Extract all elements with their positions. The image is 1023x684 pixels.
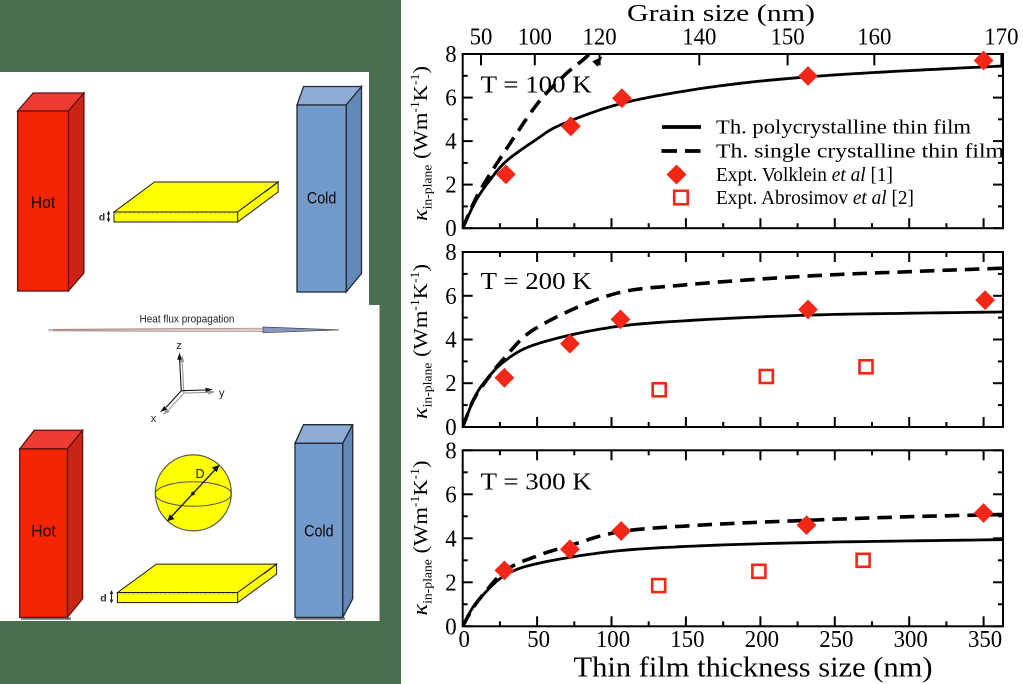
svg-text:8: 8 xyxy=(445,438,456,464)
svg-text:Thin film thickness size (nm): Thin film thickness size (nm) xyxy=(574,653,933,684)
svg-text:x: x xyxy=(151,413,157,425)
svg-text:κin-plane (Wm-1K-1): κin-plane (Wm-1K-1) xyxy=(407,264,435,419)
svg-text:170: 170 xyxy=(984,25,1018,51)
svg-text:Th. single crystalline thin fi: Th. single crystalline thin film xyxy=(716,141,1005,163)
svg-text:250: 250 xyxy=(819,627,853,653)
svg-text:y: y xyxy=(219,388,225,400)
svg-text:140: 140 xyxy=(682,25,716,51)
svg-text:0: 0 xyxy=(459,627,470,653)
svg-text:0: 0 xyxy=(445,415,456,441)
svg-text:Grain size (nm): Grain size (nm) xyxy=(627,0,815,27)
svg-text:z: z xyxy=(176,340,182,352)
svg-text:Hot: Hot xyxy=(31,193,56,212)
svg-text:4: 4 xyxy=(445,129,456,155)
svg-text:T = 100 K: T = 100 K xyxy=(481,71,592,98)
svg-text:2: 2 xyxy=(445,371,456,397)
svg-text:d: d xyxy=(99,212,105,224)
svg-text:Heat flux propagation: Heat flux propagation xyxy=(140,314,235,326)
svg-text:350: 350 xyxy=(968,627,1002,653)
svg-text:T = 200 K: T = 200 K xyxy=(481,268,592,295)
svg-text:6: 6 xyxy=(445,284,456,310)
svg-text:50: 50 xyxy=(527,627,550,653)
svg-text:Cold: Cold xyxy=(307,189,337,208)
svg-text:6: 6 xyxy=(445,86,456,112)
svg-text:T = 300 K: T = 300 K xyxy=(481,469,592,496)
svg-text:0: 0 xyxy=(445,216,456,242)
svg-text:Expt. Abrosimov et al [2]: Expt. Abrosimov et al [2] xyxy=(716,187,914,209)
svg-text:d: d xyxy=(100,593,106,605)
svg-text:2: 2 xyxy=(445,173,456,199)
svg-text:D: D xyxy=(195,467,204,481)
svg-text:50: 50 xyxy=(470,25,493,51)
svg-text:2: 2 xyxy=(445,570,456,596)
svg-text:100: 100 xyxy=(596,627,630,653)
svg-text:4: 4 xyxy=(445,328,456,354)
svg-text:Th. polycrystalline thin film: Th. polycrystalline thin film xyxy=(716,117,971,139)
svg-text:120: 120 xyxy=(583,25,617,51)
svg-text:160: 160 xyxy=(857,25,891,51)
svg-text:6: 6 xyxy=(445,482,456,508)
svg-text:Cold: Cold xyxy=(304,522,334,541)
svg-text:150: 150 xyxy=(670,627,704,653)
svg-text:κin-plane (Wm-1K-1): κin-plane (Wm-1K-1) xyxy=(407,461,435,616)
svg-text:200: 200 xyxy=(745,627,779,653)
svg-text:Hot: Hot xyxy=(31,522,56,541)
svg-text:0: 0 xyxy=(445,614,456,640)
svg-text:κin-plane (Wm-1K-1): κin-plane (Wm-1K-1) xyxy=(407,66,435,221)
svg-text:Expt. Volklein et al [1]: Expt. Volklein et al [1] xyxy=(716,164,893,186)
svg-text:150: 150 xyxy=(771,25,805,51)
svg-text:300: 300 xyxy=(894,627,928,653)
svg-text:100: 100 xyxy=(518,25,552,51)
svg-text:8: 8 xyxy=(445,42,456,68)
svg-text:8: 8 xyxy=(445,240,456,266)
svg-text:4: 4 xyxy=(445,526,456,552)
